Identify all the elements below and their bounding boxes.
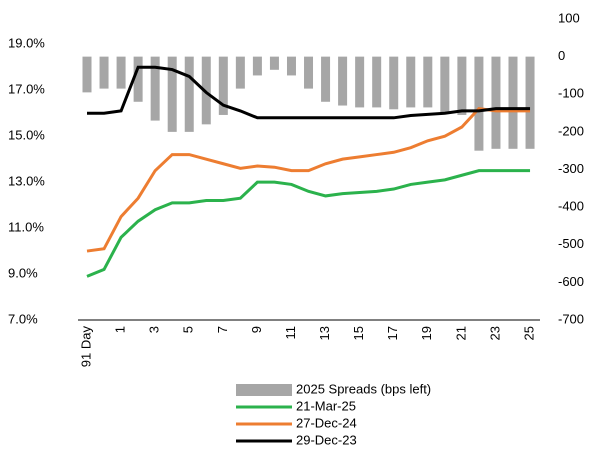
y-tick-label: 15.0%	[8, 128, 45, 143]
y-tick-label: 9.0%	[8, 265, 38, 280]
bar	[338, 56, 348, 106]
y-tick-label: 17.0%	[8, 82, 45, 97]
y2-tick-label: -200	[558, 123, 584, 138]
bar	[508, 56, 518, 149]
bar	[286, 56, 296, 76]
x-tick-label: 9	[249, 326, 264, 333]
x-tick-label: 21	[453, 326, 468, 340]
bar	[406, 56, 416, 108]
x-tick-label: 25	[521, 326, 536, 340]
bar	[99, 56, 109, 89]
bar	[184, 56, 194, 132]
y2-tick-label: -500	[558, 236, 584, 251]
x-tick-label: 15	[351, 326, 366, 340]
bar	[321, 56, 331, 102]
legend-swatch	[236, 384, 292, 396]
y-tick-label: 19.0%	[8, 36, 45, 51]
bar	[235, 56, 245, 89]
y2-tick-label: 0	[558, 48, 565, 63]
x-tick-label: 23	[487, 326, 502, 340]
bar	[167, 56, 177, 132]
x-tick-label: 17	[385, 326, 400, 340]
line	[86, 169, 531, 278]
x-tick-label: 3	[147, 326, 162, 333]
x-tick-label: 1	[113, 326, 128, 333]
bar	[82, 56, 92, 93]
bar	[491, 56, 501, 149]
legend-label: 21-Mar-25	[296, 398, 356, 413]
line	[87, 65, 531, 120]
y2-tick-label: -300	[558, 161, 584, 176]
x-tick-label: 13	[317, 326, 332, 340]
line	[86, 107, 531, 253]
bar	[525, 56, 535, 149]
x-tick-label: 11	[283, 326, 298, 340]
y2-tick-label: -400	[558, 199, 584, 214]
bar	[252, 56, 262, 76]
y2-tick-label: -700	[558, 311, 584, 326]
bar	[218, 56, 228, 115]
bar	[423, 56, 433, 108]
bar	[457, 56, 467, 115]
x-tick-label: 19	[419, 326, 434, 340]
bar	[133, 56, 143, 102]
x-tick-label: 5	[181, 326, 196, 333]
bar	[355, 56, 365, 108]
y2-tick-label: -600	[558, 274, 584, 289]
bar	[474, 56, 484, 151]
bar	[304, 56, 314, 89]
y2-tick-label: -100	[558, 86, 584, 101]
bar	[372, 56, 382, 108]
x-tick-label: 91 Day	[78, 326, 93, 368]
y2-tick-label: 100	[558, 10, 580, 25]
legend-label: 27-Dec-24	[296, 415, 357, 430]
y-tick-label: 7.0%	[8, 311, 38, 326]
bar	[116, 56, 126, 89]
bar	[440, 56, 450, 114]
legend-label: 2025 Spreads (bps left)	[296, 381, 431, 396]
y-tick-label: 11.0%	[8, 220, 44, 235]
bar	[389, 56, 399, 110]
legend-label: 29-Dec-23	[296, 432, 357, 447]
y-tick-label: 13.0%	[8, 174, 45, 189]
bar	[269, 56, 279, 70]
x-tick-label: 7	[215, 326, 230, 333]
bar	[150, 56, 160, 121]
